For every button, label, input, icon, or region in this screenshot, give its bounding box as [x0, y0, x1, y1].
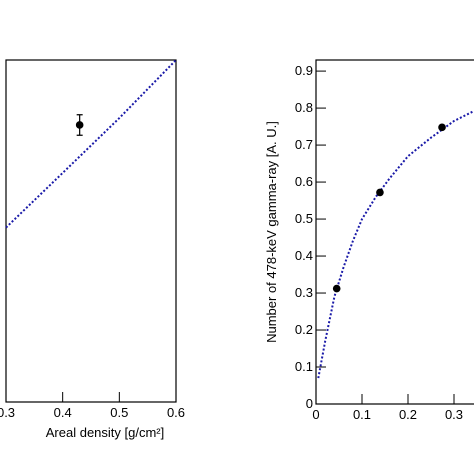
fit-curve — [5, 59, 177, 229]
y-tick-label: 0.4 — [295, 248, 313, 263]
y-tick-label: 0 — [306, 396, 313, 411]
fit-curve — [317, 110, 473, 379]
y-axis-title: Number of 478-keV gamma-ray [A. U.] — [264, 121, 279, 343]
data-point — [332, 284, 341, 293]
plot-frame — [5, 59, 177, 403]
data-point — [376, 188, 384, 197]
y-tick-label: 0.7 — [295, 137, 313, 152]
x-tick-label: 0.4 — [54, 405, 72, 420]
y-tick-label: 0.9 — [295, 63, 313, 78]
x-tick-label: 0.3 — [0, 405, 15, 420]
x-tick-label: 0.5 — [110, 405, 128, 420]
y-tick-label: 0.3 — [295, 285, 313, 300]
y-tick-label: 0.8 — [295, 100, 313, 115]
x-axis-title: Areal density [g/cm²] — [46, 425, 165, 440]
x-tick-label: 0 — [312, 407, 319, 422]
x-tick-label: 0.3 — [445, 407, 463, 422]
y-tick-label: 0.1 — [295, 359, 313, 374]
plot-frame — [315, 59, 474, 405]
y-tick-label: 0.5 — [295, 211, 313, 226]
x-tick-label: 0.2 — [399, 407, 417, 422]
data-point — [75, 121, 84, 129]
y-tick-label: 0.6 — [295, 174, 313, 189]
x-tick-label: 0.6 — [167, 405, 185, 420]
x-tick-label: 0.1 — [353, 407, 371, 422]
y-tick-label: 0.2 — [295, 322, 313, 337]
data-point — [438, 123, 446, 132]
